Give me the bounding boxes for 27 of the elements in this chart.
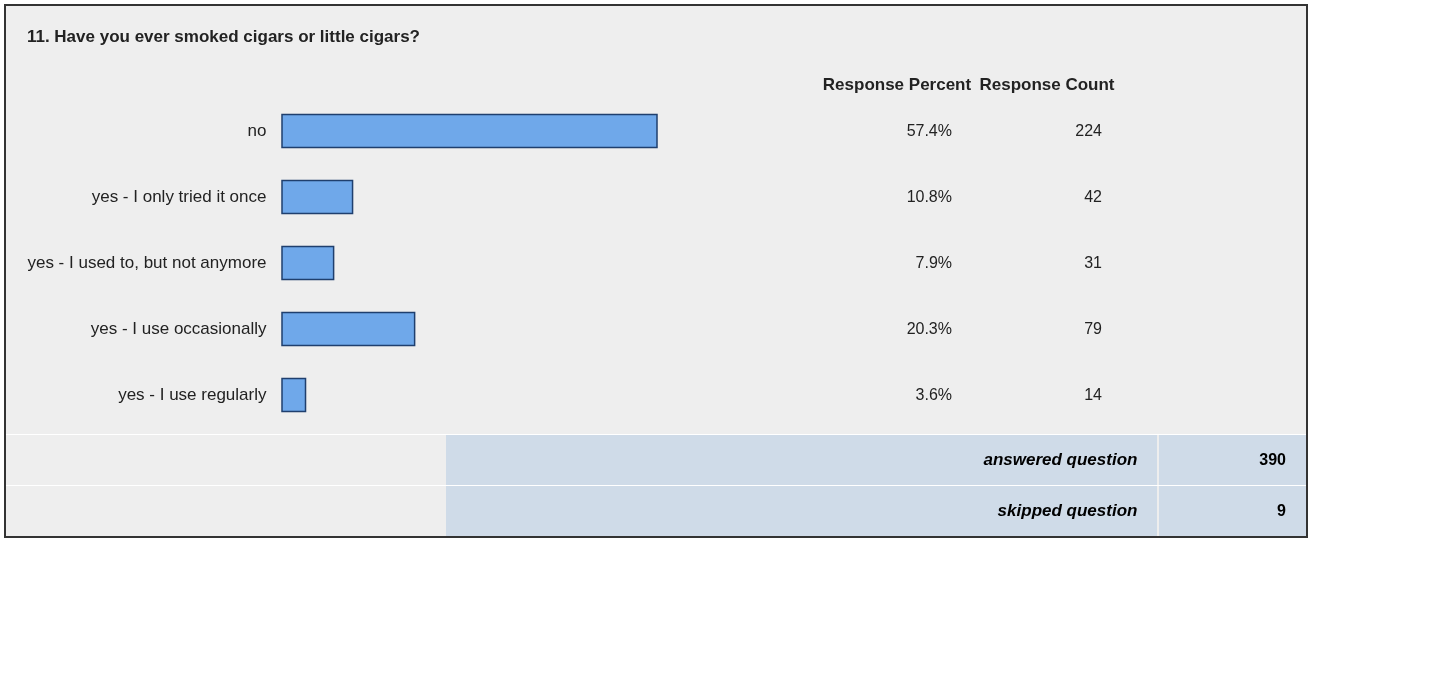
text: Response Count xyxy=(979,75,1115,94)
text: 31 xyxy=(1084,254,1103,271)
bar xyxy=(281,245,335,281)
text: Response Percent xyxy=(822,75,972,94)
data-label: 57.4% xyxy=(906,122,952,139)
bar xyxy=(281,113,658,149)
data-label: 3.6% xyxy=(915,386,952,403)
bar xyxy=(281,179,354,215)
y-tick-label: yes - I use regularly xyxy=(118,385,267,404)
data-label: 20.3% xyxy=(906,320,952,337)
y-tick-label: yes - I only tried it once xyxy=(91,187,267,206)
data-label: 10.8% xyxy=(906,188,952,205)
data-label: 7.9% xyxy=(915,254,952,271)
chart-title: 11. Have you ever smoked cigars or little cigars? xyxy=(26,27,421,46)
y-tick-label: yes - I use occasionally xyxy=(90,319,267,338)
text: 42 xyxy=(1084,188,1103,205)
text: 79 xyxy=(1084,320,1103,337)
text: skipped question xyxy=(446,486,1158,536)
text: 224 xyxy=(1075,122,1103,139)
bar xyxy=(281,377,307,413)
y-tick-label: yes - I used to, but not anymore xyxy=(27,253,267,272)
text: 9 xyxy=(1159,486,1306,536)
bar xyxy=(281,311,416,347)
y-tick-label: no xyxy=(247,121,267,140)
text: 390 xyxy=(1159,435,1306,485)
text: 14 xyxy=(1084,386,1103,403)
text: answered question xyxy=(446,435,1158,485)
